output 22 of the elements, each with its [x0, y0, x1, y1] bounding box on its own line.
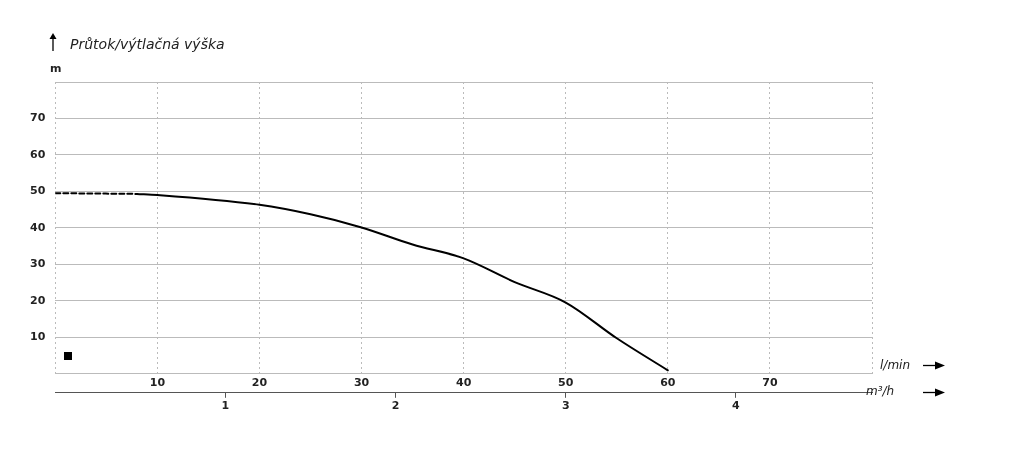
x2-tick-label: 1	[221, 399, 230, 413]
y-tick-label: 20	[30, 293, 46, 307]
y-tick-label: 70	[30, 111, 46, 125]
x-tick-label: 20	[251, 376, 268, 390]
x-tick-label: 70	[762, 376, 778, 390]
y-axis-title: m	[50, 62, 62, 75]
x2-tick-label: 4	[732, 399, 741, 413]
x-tick-label: 30	[353, 376, 370, 390]
y-tick-label: 10	[30, 330, 46, 344]
y-tick-label: 40	[30, 220, 46, 234]
x-axis-title: l/min	[880, 358, 911, 372]
x-tick-label: 40	[456, 376, 472, 390]
x-tick-label: 10	[149, 376, 166, 390]
y-tick-label: 60	[30, 147, 46, 161]
chart-title: Průtok/výtlačná výška	[70, 36, 225, 52]
x2-axis-title: m³/h	[866, 384, 895, 398]
x2-tick-label: 3	[561, 399, 570, 413]
x-tick-label: 50	[558, 376, 574, 390]
y-tick-label: 50	[30, 184, 46, 198]
x2-tick-label: 2	[391, 399, 400, 413]
y-tick-label: 30	[30, 257, 46, 271]
x-tick-label: 60	[660, 376, 676, 390]
